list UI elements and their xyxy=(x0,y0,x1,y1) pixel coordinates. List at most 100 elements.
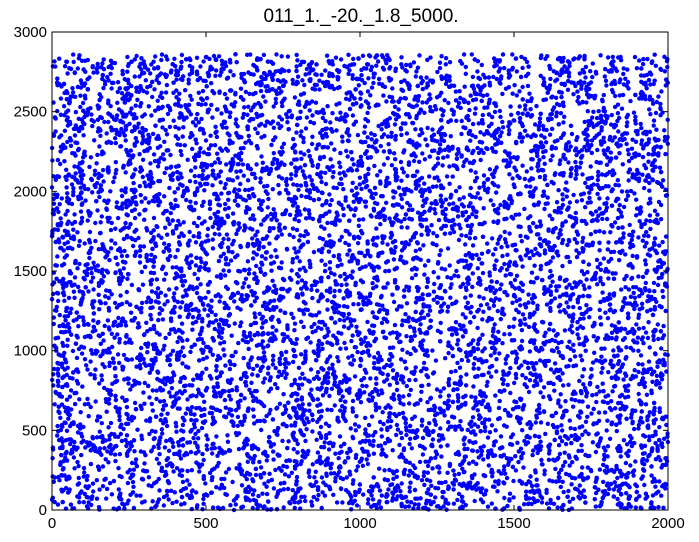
scatter-point xyxy=(560,371,565,376)
scatter-point xyxy=(626,152,631,157)
scatter-point xyxy=(180,422,186,428)
scatter-point xyxy=(325,307,330,312)
scatter-point xyxy=(201,340,206,346)
scatter-point xyxy=(97,446,103,451)
scatter-point xyxy=(610,54,615,60)
scatter-point xyxy=(337,160,342,165)
scatter-point xyxy=(510,407,516,412)
scatter-point xyxy=(202,188,207,193)
scatter-point xyxy=(622,277,627,282)
scatter-point xyxy=(468,310,473,315)
scatter-point xyxy=(438,142,443,147)
scatter-point xyxy=(271,125,277,130)
scatter-point xyxy=(233,153,238,158)
scatter-point xyxy=(556,474,561,480)
scatter-point xyxy=(594,159,599,165)
scatter-point xyxy=(381,162,387,167)
scatter-point xyxy=(358,400,364,405)
scatter-point xyxy=(580,424,585,429)
scatter-point xyxy=(99,270,105,276)
scatter-point xyxy=(200,88,206,94)
scatter-point xyxy=(294,130,299,135)
scatter-point xyxy=(52,308,58,313)
scatter-point xyxy=(520,288,525,294)
scatter-point xyxy=(606,370,611,375)
scatter-point xyxy=(458,462,463,467)
scatter-point xyxy=(120,226,126,231)
scatter-point xyxy=(438,330,443,335)
scatter-point xyxy=(540,347,545,352)
scatter-point xyxy=(254,263,259,269)
scatter-point xyxy=(188,253,194,258)
scatter-point xyxy=(392,104,398,110)
scatter-point xyxy=(506,263,512,269)
scatter-point xyxy=(332,403,337,408)
scatter-point xyxy=(420,292,425,297)
scatter-point xyxy=(377,466,382,471)
scatter-point xyxy=(318,424,324,430)
scatter-point xyxy=(214,129,219,134)
scatter-point xyxy=(624,115,629,120)
scatter-point xyxy=(167,331,172,336)
scatter-point xyxy=(368,93,373,98)
scatter-point xyxy=(294,474,300,480)
scatter-point xyxy=(446,100,451,106)
scatter-point xyxy=(189,506,194,512)
scatter-point xyxy=(195,223,200,229)
scatter-point xyxy=(340,404,345,409)
scatter-point xyxy=(645,56,650,62)
scatter-point xyxy=(317,156,323,162)
scatter-point xyxy=(406,315,411,320)
scatter-point xyxy=(71,186,76,191)
scatter-point xyxy=(115,352,121,357)
scatter-point xyxy=(456,471,462,477)
scatter-point xyxy=(643,178,648,183)
scatter-point xyxy=(548,158,553,163)
scatter-point xyxy=(503,273,508,278)
scatter-point xyxy=(506,413,511,418)
scatter-point xyxy=(551,181,556,186)
scatter-point xyxy=(138,248,143,253)
scatter-point xyxy=(316,325,321,330)
scatter-point xyxy=(302,376,307,381)
scatter-point xyxy=(421,473,426,479)
scatter-point xyxy=(518,233,523,239)
scatter-point xyxy=(323,118,328,124)
scatter-point xyxy=(100,167,106,173)
scatter-point xyxy=(246,346,251,352)
scatter-point xyxy=(422,263,428,268)
scatter-point xyxy=(311,249,317,255)
scatter-point xyxy=(502,229,507,235)
scatter-point xyxy=(351,478,356,483)
scatter-point xyxy=(536,232,541,237)
scatter-point xyxy=(70,151,75,156)
scatter-point xyxy=(332,147,337,152)
scatter-point xyxy=(503,240,509,245)
scatter-point xyxy=(189,489,195,494)
scatter-point xyxy=(291,136,296,142)
scatter-point xyxy=(635,335,641,340)
scatter-point xyxy=(301,135,306,141)
scatter-point xyxy=(116,505,122,511)
scatter-point xyxy=(81,133,86,138)
scatter-point xyxy=(133,135,138,141)
scatter-point xyxy=(631,473,636,478)
scatter-point xyxy=(603,310,608,315)
scatter-point xyxy=(132,449,137,454)
scatter-point xyxy=(640,172,645,177)
scatter-point xyxy=(472,422,477,427)
scatter-point xyxy=(175,186,181,191)
scatter-point xyxy=(362,80,367,86)
scatter-point xyxy=(550,279,555,284)
scatter-point xyxy=(485,190,490,195)
scatter-point xyxy=(71,192,76,198)
scatter-point xyxy=(116,487,122,492)
scatter-point xyxy=(609,122,614,127)
scatter-point xyxy=(380,447,385,452)
scatter-point xyxy=(519,346,525,351)
scatter-point xyxy=(109,331,115,336)
scatter-point xyxy=(468,185,473,191)
scatter-point xyxy=(516,365,522,370)
scatter-point xyxy=(402,78,407,83)
scatter-point xyxy=(314,479,319,485)
